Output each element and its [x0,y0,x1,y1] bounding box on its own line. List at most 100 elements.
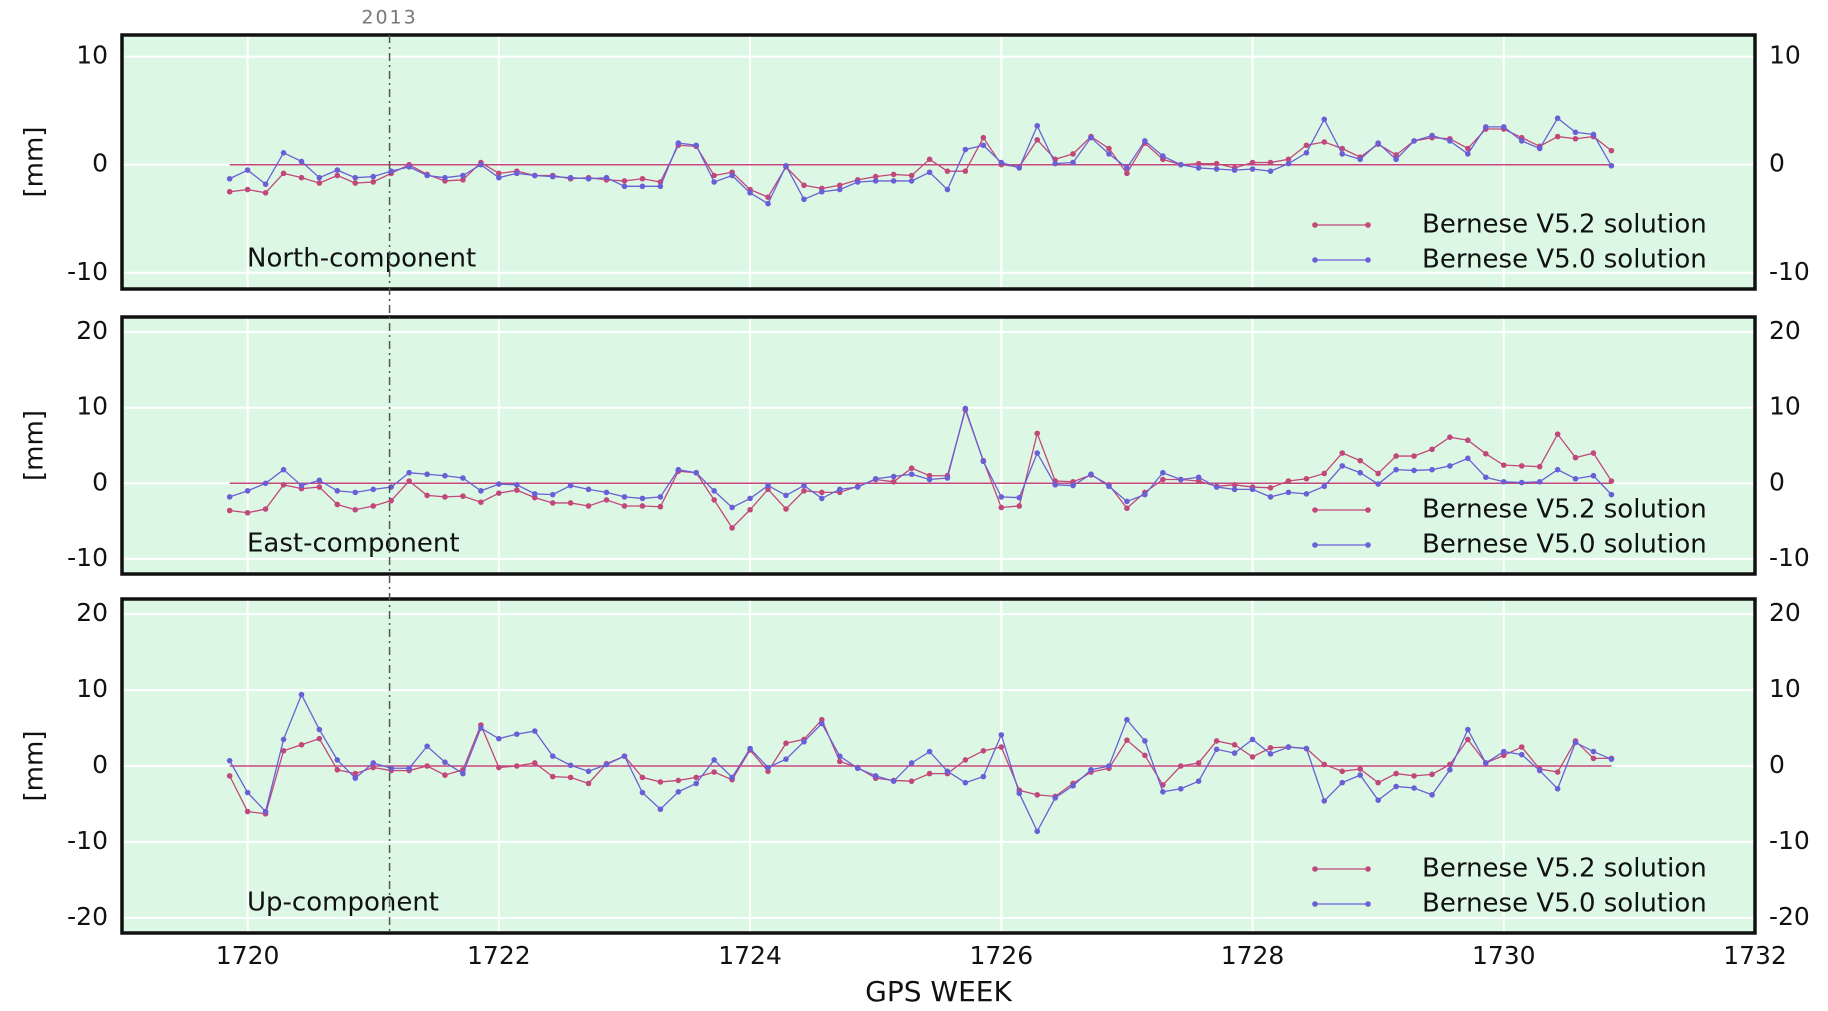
data-point [514,487,520,493]
data-point [244,167,251,173]
data-point [334,488,341,494]
data-point [1339,450,1346,456]
data-point [1429,466,1435,473]
data-point [1267,751,1274,757]
y-tick-label: 0 [92,467,108,496]
data-point [1590,472,1597,479]
legend-label: Bernese V5.2 solution [1422,854,1707,884]
data-point [460,493,466,499]
data-point [1231,750,1238,756]
y-tick-label-right: -20 [1769,902,1810,931]
data-point [262,181,269,187]
data-point [1518,463,1525,469]
y-tick-label-right: 20 [1769,598,1801,627]
data-point [496,174,502,181]
data-point [280,748,287,754]
data-point [1572,475,1579,482]
data-point [316,484,323,490]
data-point [908,172,915,179]
data-point [226,494,233,500]
data-point [424,172,430,179]
data-point [1608,491,1615,498]
data-point [442,759,448,766]
data-point [514,482,520,488]
data-point [549,491,556,498]
data-point [585,486,592,493]
data-point [747,745,753,752]
data-point [1375,140,1381,146]
y-tick-label-right: -10 [1769,826,1810,855]
data-point [711,497,717,503]
data-point [1178,763,1184,769]
data-point [908,778,915,784]
y-axis-label: [mm] [20,410,50,481]
data-point [1124,170,1130,177]
data-point [711,769,717,775]
legend-dot [1312,866,1318,872]
data-point [1465,736,1471,743]
data-point [675,789,682,795]
x-tick-label: 1724 [718,941,782,970]
data-point [1500,748,1507,755]
data-point [1160,789,1166,795]
y-tick-label: -10 [67,543,108,572]
data-point [496,481,502,487]
data-point [280,482,287,488]
data-point [1357,766,1363,772]
data-point [334,172,341,179]
data-point [819,489,825,496]
data-point [747,506,753,513]
data-point [603,489,610,496]
data-point [1321,139,1328,145]
data-point [1285,478,1292,484]
data-point [531,172,538,179]
data-point [424,471,430,478]
data-point [244,789,251,796]
data-point [944,475,951,481]
series-line [229,406,1612,509]
series-line [229,407,1612,529]
data-point [657,494,664,500]
data-point [998,732,1005,738]
data-point [1142,138,1148,144]
data-point [1231,486,1238,493]
data-point [621,753,628,759]
data-point [1195,778,1202,784]
data-point [226,773,233,779]
data-point [1285,156,1292,163]
data-point [262,808,269,815]
data-point [549,753,556,759]
data-point [693,469,699,476]
data-point [406,478,412,484]
data-point [1393,466,1399,473]
data-point [334,501,341,508]
data-point [1034,137,1041,143]
data-point [1411,785,1417,791]
data-point [1088,134,1094,141]
data-point [1016,494,1023,501]
x-tick-label: 1726 [969,941,1033,970]
data-point [1142,491,1148,498]
data-point [1285,160,1292,167]
data-point [693,142,699,149]
data-point [1590,131,1597,138]
legend-label: Bernese V5.2 solution [1422,210,1707,240]
data-point [316,726,323,733]
data-point [962,146,969,153]
data-point [962,779,969,786]
data-point [478,499,484,505]
data-point [908,465,915,471]
y-tick-label-right: 0 [1769,149,1785,178]
data-point [1536,478,1543,485]
data-point [1178,785,1184,792]
data-point [801,482,807,489]
y-tick-label: 10 [76,41,108,70]
data-point [370,486,377,493]
data-point [1572,129,1579,136]
data-point [639,175,646,182]
data-point [1590,755,1597,762]
data-point [1465,145,1471,152]
data-point [531,491,538,497]
data-point [1393,783,1399,790]
data-point [621,178,628,184]
